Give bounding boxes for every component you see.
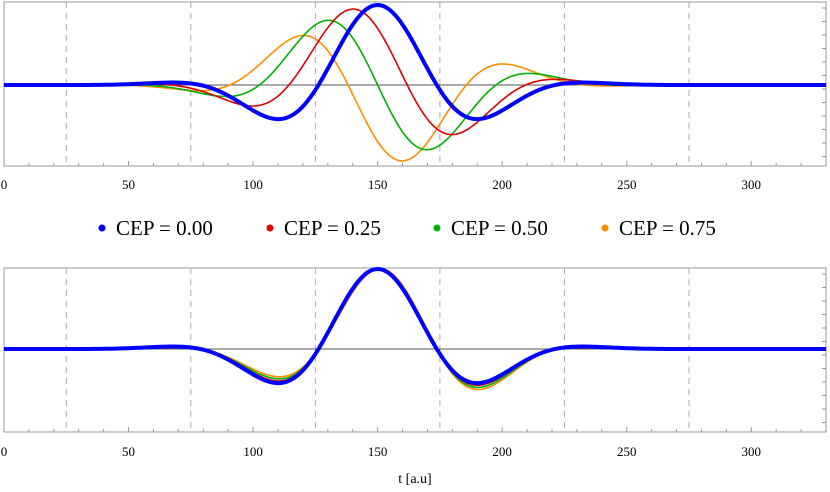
legend-label: CEP = 0.75	[619, 216, 716, 240]
legend-label: CEP = 0.00	[116, 216, 213, 240]
series-line-000	[3, 267, 827, 386]
top-chart: 0 50 100 150 200 250 300	[1, 1, 827, 192]
x-tick-label: 250	[617, 177, 637, 192]
legend-label: CEP = 0.25	[284, 216, 381, 240]
x-tick-label: 150	[368, 444, 388, 459]
legend-marker	[601, 224, 609, 232]
x-tick-label: 50	[122, 177, 135, 192]
x-tick-label: 250	[617, 444, 637, 459]
series-line-050	[4, 268, 826, 389]
x-tick-label: 100	[243, 177, 263, 192]
legend-marker	[266, 224, 274, 232]
bottom-chart: 0 50 100 150 200 250 300	[1, 267, 827, 459]
legend-marker	[433, 224, 441, 232]
series-line-025	[4, 8, 826, 136]
legend-marker	[98, 224, 106, 232]
legend: CEP = 0.00 CEP = 0.25 CEP = 0.50 CEP = 0.75	[98, 216, 716, 240]
x-axis-label: t [a.u]	[398, 472, 431, 487]
legend-label: CEP = 0.50	[451, 216, 548, 240]
x-tick-label: 0	[1, 177, 8, 192]
x-tick-label: 200	[492, 444, 512, 459]
x-tick-label: 300	[742, 177, 762, 192]
series-line-075	[4, 267, 826, 391]
x-tick-label: 50	[122, 444, 135, 459]
series-line-025	[4, 268, 826, 386]
x-tick-label: 300	[742, 444, 762, 459]
x-tick-label: 100	[243, 444, 263, 459]
series-line-000	[3, 3, 827, 122]
x-tick-label: 200	[492, 177, 512, 192]
x-tick-label: 150	[368, 177, 388, 192]
x-tick-label: 0	[1, 444, 8, 459]
